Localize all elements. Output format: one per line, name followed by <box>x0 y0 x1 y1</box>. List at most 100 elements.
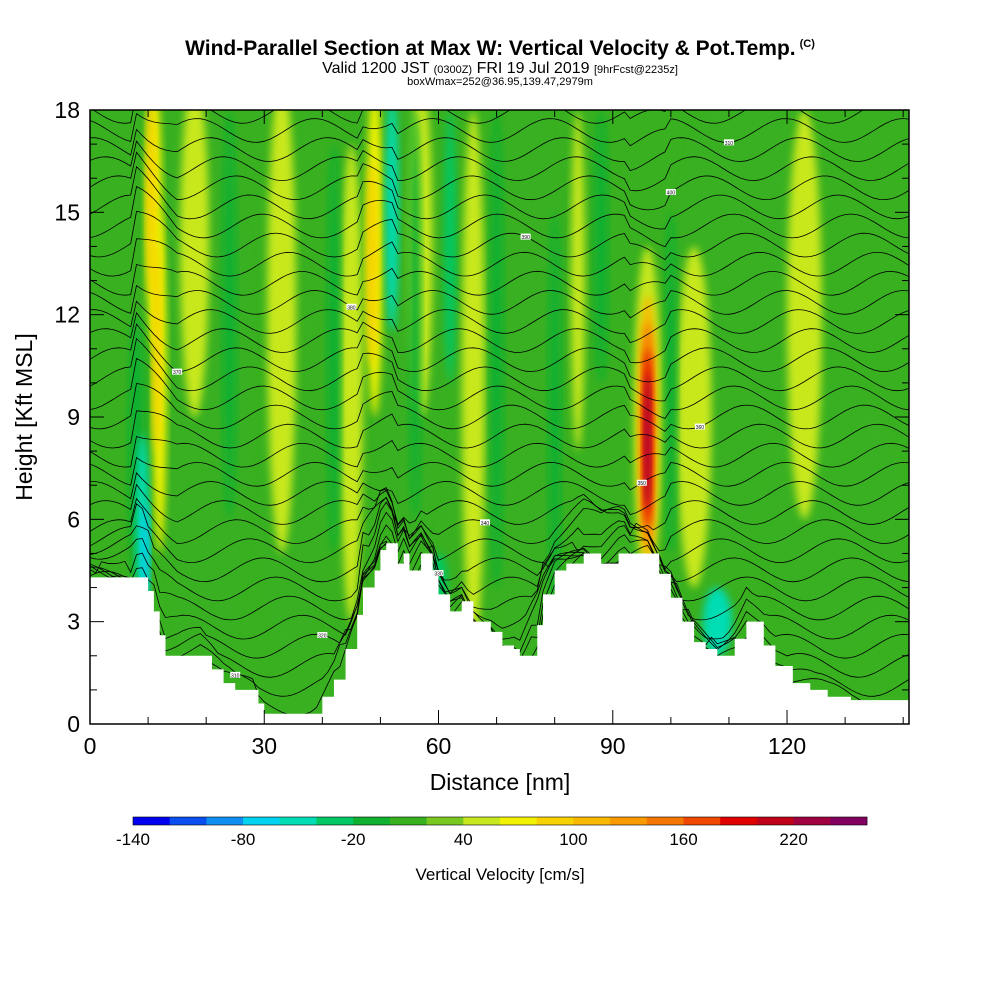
colorbar-label: 160 <box>669 830 697 849</box>
velocity-cell <box>223 110 236 520</box>
x-tick-label: 0 <box>84 733 97 759</box>
isentrope-line <box>90 497 909 570</box>
velocity-cell <box>644 372 651 510</box>
isentrope-line <box>90 140 909 192</box>
isentrope-line <box>90 300 909 344</box>
colorbar-swatch <box>426 817 464 825</box>
chart-subtitle: Valid 1200 JST (0300Z) FRI 19 Jul 2019 [… <box>0 60 1000 78</box>
colorbar-swatch <box>279 817 317 825</box>
y-tick-label: 6 <box>67 506 80 532</box>
isentrope-line <box>90 151 909 211</box>
isentrope-labels: 310 320 330 340 350 360 370 380 390 400 310 <box>172 139 734 679</box>
velocity-cell <box>461 110 485 656</box>
y-tick-label: 9 <box>67 404 80 430</box>
isentrope-line <box>90 165 909 230</box>
potential-temperature-contours <box>90 110 909 716</box>
isentrope-label-box <box>346 303 357 310</box>
isentrope-label: 400 <box>667 191 676 197</box>
x-axis-label: Distance [nm] <box>430 769 571 795</box>
isentrope-label-box <box>520 233 531 240</box>
isentrope-line <box>90 337 909 402</box>
isentrope-line <box>90 383 909 432</box>
x-tick-label: 60 <box>426 733 452 759</box>
isentrope-label: 360 <box>696 425 705 431</box>
isentrope-label-box <box>636 479 647 486</box>
isentrope-line <box>90 210 909 261</box>
colorbar-label: -80 <box>231 830 256 849</box>
x-tick-label: 90 <box>600 733 626 759</box>
y-tick-label: 15 <box>54 199 80 225</box>
colorbar-swatch <box>830 817 868 825</box>
isentrope-label: 380 <box>347 305 356 311</box>
colorbar-swatch <box>169 817 207 825</box>
isentrope-line <box>90 113 909 147</box>
velocity-cell <box>594 110 608 383</box>
isentrope-line <box>90 128 909 172</box>
chart-title: Wind-Parallel Section at Max W: Vertical… <box>0 37 1000 61</box>
colorbar-swatch <box>720 817 758 825</box>
isentrope-line <box>90 501 909 602</box>
box-info: boxWmax=252@36.95,139.47,2979m <box>407 76 593 88</box>
colorbar-swatch <box>463 817 501 825</box>
colorbar-swatch <box>353 817 391 825</box>
valid-utc: (0300Z) <box>433 64 473 76</box>
isentrope-label: 330 <box>434 572 443 578</box>
valid-time: Valid 1200 JST <box>322 60 430 77</box>
colorbar <box>132 816 868 826</box>
isentrope-line <box>90 456 909 491</box>
colorbar-swatch <box>646 817 684 825</box>
y-tick-label: 12 <box>54 302 80 328</box>
velocity-cell <box>339 144 363 622</box>
isentrope-label: 320 <box>318 634 327 640</box>
isentrope-line <box>90 357 909 419</box>
velocity-cell <box>570 110 585 452</box>
y-tick-labels: 0 3 6 9 12 15 18 <box>54 97 80 737</box>
isentrope-label: 310 <box>231 673 240 679</box>
colorbar-swatch <box>683 817 721 825</box>
velocity-cell <box>490 110 503 588</box>
chart-title-text: Wind-Parallel Section at Max W: Vertical… <box>185 37 796 60</box>
velocity-cell <box>152 246 161 452</box>
velocity-cell <box>676 246 712 588</box>
velocity-cell <box>385 110 399 332</box>
colorbar-label: -140 <box>116 830 150 849</box>
x-tick-labels: 0 30 60 90 120 <box>84 733 807 759</box>
isentrope-label-box <box>172 368 183 375</box>
isentrope-label: 340 <box>481 521 490 527</box>
colorbar-swatch <box>536 817 574 825</box>
colorbar-swatch <box>610 817 648 825</box>
colorbar-swatch <box>793 817 831 825</box>
isentrope-label: 310 <box>725 141 734 147</box>
isentrope-line <box>90 238 909 277</box>
isentrope-line <box>90 435 909 468</box>
y-tick-label: 0 <box>67 711 80 737</box>
forecast-info: [9hrFcst@2235z] <box>593 64 678 76</box>
x-tick-label: 120 <box>768 733 806 759</box>
isentrope-line <box>90 410 909 449</box>
colorbar-label: 40 <box>454 830 473 849</box>
axis-ticks <box>89 109 909 725</box>
valid-date: FRI 19 Jul 2019 <box>476 60 590 77</box>
colorbar-swatch <box>243 817 281 825</box>
colorbar-swatch <box>756 817 794 825</box>
colorbar-label: 100 <box>559 830 587 849</box>
velocity-cell <box>327 144 341 554</box>
colorbar-swatch <box>573 817 611 825</box>
velocity-cell <box>548 212 561 622</box>
copyright-mark: (C) <box>799 38 815 50</box>
isentrope-line <box>90 511 909 621</box>
isentrope-label-box <box>665 189 676 196</box>
isentrope-label: 370 <box>173 370 182 376</box>
velocity-cell <box>787 110 822 520</box>
colorbar-frame <box>132 816 868 826</box>
velocity-cell <box>763 382 904 656</box>
isentrope-label-box <box>723 139 734 146</box>
isentrope-line <box>92 110 864 124</box>
isentrope-line <box>90 323 909 383</box>
isentrope-label: 390 <box>521 235 530 241</box>
isentrope-line <box>90 185 909 248</box>
colorbar-label: -20 <box>341 830 366 849</box>
isentrope-line <box>90 496 909 583</box>
isentrope-label-box <box>694 423 705 430</box>
colorbar-title: Vertical Velocity [cm/s] <box>415 865 584 884</box>
